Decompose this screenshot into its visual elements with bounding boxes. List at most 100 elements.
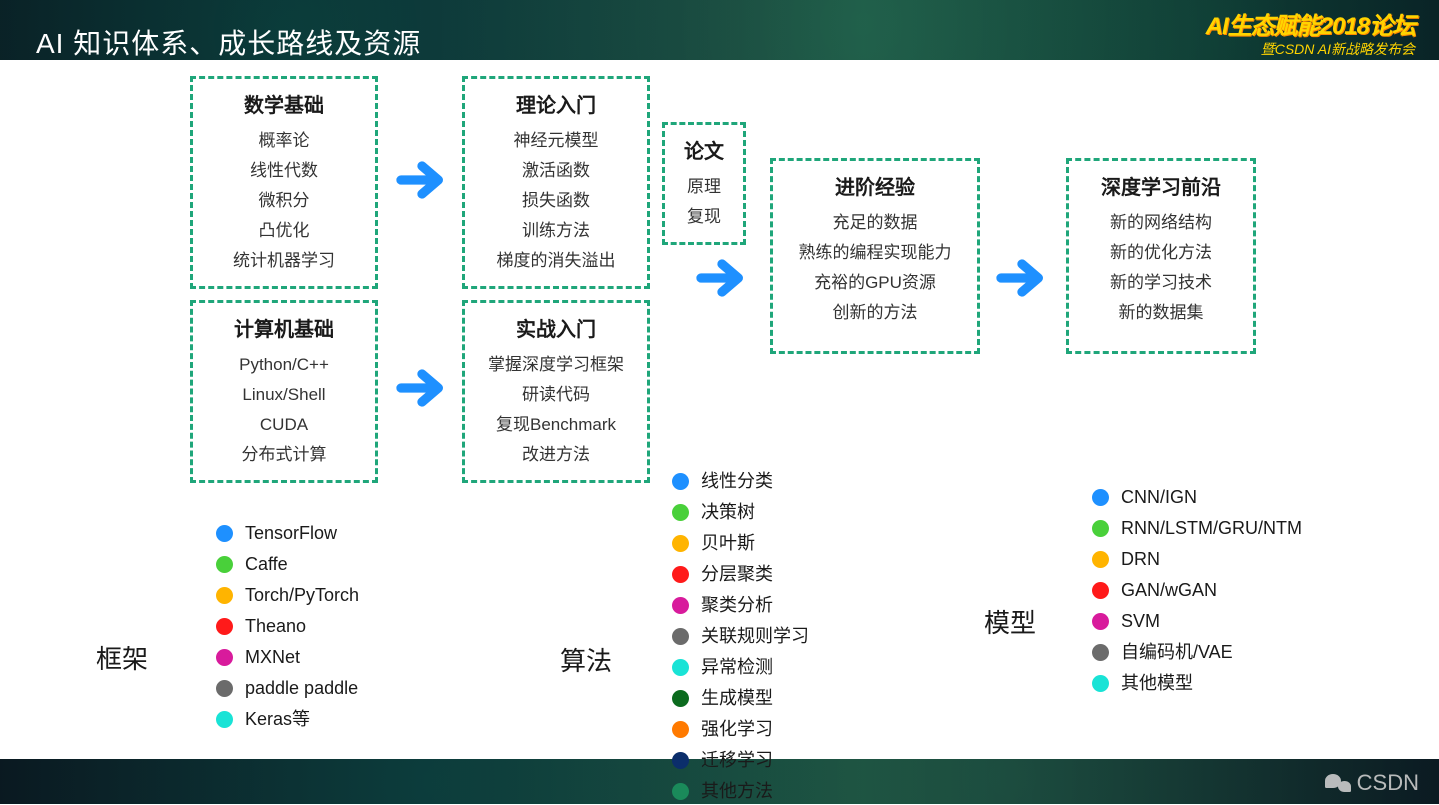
box-math: 数学基础概率论线性代数微积分凸优化统计机器学习: [190, 76, 378, 289]
arrow-right-icon: [394, 152, 450, 213]
category-algorithms-item: 迁移学习: [672, 747, 809, 774]
category-frameworks-item: Torch/PyTorch: [216, 582, 359, 609]
box-cs-item: Linux/Shell: [207, 380, 361, 410]
category-item-text: GAN/wGAN: [1121, 577, 1217, 604]
bullet-dot-icon: [672, 473, 689, 490]
bullet-dot-icon: [216, 680, 233, 697]
watermark: CSDN: [1325, 770, 1419, 796]
bullet-dot-icon: [672, 659, 689, 676]
category-frameworks-item: MXNet: [216, 644, 359, 671]
category-item-text: 生成模型: [701, 685, 773, 712]
category-algorithms-item: 生成模型: [672, 685, 809, 712]
category-frameworks-item: paddle paddle: [216, 675, 359, 702]
category-algorithms-item: 强化学习: [672, 716, 809, 743]
bullet-dot-icon: [1092, 644, 1109, 661]
bullet-dot-icon: [216, 525, 233, 542]
category-algorithms-item: 贝叶斯: [672, 530, 809, 557]
event-logo-line2: 暨CSDN AI新战略发布会: [1206, 39, 1415, 59]
category-frameworks-label: 框架: [96, 639, 148, 676]
category-frameworks-item: Keras等: [216, 706, 359, 733]
bullet-dot-icon: [672, 783, 689, 800]
box-cs-title: 计算机基础: [207, 313, 361, 342]
box-math-title: 数学基础: [207, 89, 361, 118]
box-theory: 理论入门神经元模型激活函数损失函数训练方法梯度的消失溢出: [462, 76, 650, 289]
category-item-text: 决策树: [701, 499, 755, 526]
arrow-right-icon: [694, 250, 750, 311]
box-practice-item: 研读代码: [479, 380, 633, 410]
bullet-dot-icon: [1092, 675, 1109, 692]
category-item-text: 分层聚类: [701, 561, 773, 588]
category-item-text: Theano: [245, 613, 306, 640]
box-paper-item: 复现: [679, 202, 729, 232]
category-algorithms-item: 关联规则学习: [672, 623, 809, 650]
category-item-text: Keras等: [245, 706, 310, 733]
category-item-text: 线性分类: [701, 468, 773, 495]
bullet-dot-icon: [672, 597, 689, 614]
box-frontier-item: 新的优化方法: [1083, 238, 1239, 268]
box-theory-item: 训练方法: [479, 216, 633, 246]
box-cs-item: 分布式计算: [207, 440, 361, 470]
category-algorithms-item: 聚类分析: [672, 592, 809, 619]
box-math-item: 概率论: [207, 126, 361, 156]
box-advanced-item: 充裕的GPU资源: [787, 268, 963, 298]
bullet-dot-icon: [672, 690, 689, 707]
box-cs: 计算机基础 Python/C++Linux/ShellCUDA分布式计算: [190, 300, 378, 483]
category-algorithms-item: 线性分类: [672, 468, 809, 495]
box-paper-item: 原理: [679, 172, 729, 202]
bullet-dot-icon: [1092, 613, 1109, 630]
box-cs-item: CUDA: [207, 410, 361, 440]
category-item-text: DRN: [1121, 546, 1160, 573]
category-frameworks-item: Theano: [216, 613, 359, 640]
category-item-text: 其他模型: [1121, 670, 1193, 697]
category-item-text: Caffe: [245, 551, 288, 578]
bullet-dot-icon: [216, 618, 233, 635]
bullet-dot-icon: [1092, 582, 1109, 599]
category-algorithms-item: 分层聚类: [672, 561, 809, 588]
bullet-dot-icon: [672, 628, 689, 645]
box-theory-item: 神经元模型: [479, 126, 633, 156]
category-models-item: RNN/LSTM/GRU/NTM: [1092, 515, 1302, 542]
category-frameworks-item: Caffe: [216, 551, 359, 578]
bullet-dot-icon: [216, 556, 233, 573]
category-item-text: 聚类分析: [701, 592, 773, 619]
bullet-dot-icon: [672, 535, 689, 552]
box-paper-title: 论文: [679, 135, 729, 164]
category-frameworks-item: TensorFlow: [216, 520, 359, 547]
box-cs-item: Python/C++: [207, 350, 361, 380]
bullet-dot-icon: [1092, 520, 1109, 537]
category-algorithms-label: 算法: [560, 641, 612, 678]
category-models-item: CNN/IGN: [1092, 484, 1302, 511]
category-item-text: Torch/PyTorch: [245, 582, 359, 609]
box-math-item: 统计机器学习: [207, 246, 361, 276]
category-models-item: 其他模型: [1092, 670, 1302, 697]
category-algorithms-item: 决策树: [672, 499, 809, 526]
category-models-list: CNN/IGN RNN/LSTM/GRU/NTM DRN GAN/wGAN SVM 自编码…: [1092, 484, 1302, 697]
box-practice-item: 改进方法: [479, 440, 633, 470]
category-models-item: SVM: [1092, 608, 1302, 635]
bullet-dot-icon: [672, 721, 689, 738]
category-item-text: RNN/LSTM/GRU/NTM: [1121, 515, 1302, 542]
box-theory-item: 激活函数: [479, 156, 633, 186]
box-math-item: 微积分: [207, 186, 361, 216]
page-title: AI 知识体系、成长路线及资源: [36, 22, 421, 62]
category-item-text: 迁移学习: [701, 747, 773, 774]
category-item-text: 其他方法: [701, 778, 773, 805]
box-practice-title: 实战入门: [479, 313, 633, 342]
box-theory-item: 损失函数: [479, 186, 633, 216]
event-logo: AI生态赋能2018论坛 暨CSDN AI新战略发布会: [1206, 6, 1415, 59]
category-item-text: SVM: [1121, 608, 1160, 635]
wechat-icon: [1325, 772, 1351, 794]
category-item-text: 关联规则学习: [701, 623, 809, 650]
category-item-text: CNN/IGN: [1121, 484, 1197, 511]
bullet-dot-icon: [672, 504, 689, 521]
box-math-item: 线性代数: [207, 156, 361, 186]
box-frontier-item: 新的学习技术: [1083, 268, 1239, 298]
box-frontier-title: 深度学习前沿: [1083, 171, 1239, 200]
bullet-dot-icon: [1092, 551, 1109, 568]
category-item-text: TensorFlow: [245, 520, 337, 547]
category-algorithms-item: 其他方法: [672, 778, 809, 805]
category-item-text: MXNet: [245, 644, 300, 671]
category-item-text: 贝叶斯: [701, 530, 755, 557]
box-math-item: 凸优化: [207, 216, 361, 246]
category-models-item: 自编码机/VAE: [1092, 639, 1302, 666]
